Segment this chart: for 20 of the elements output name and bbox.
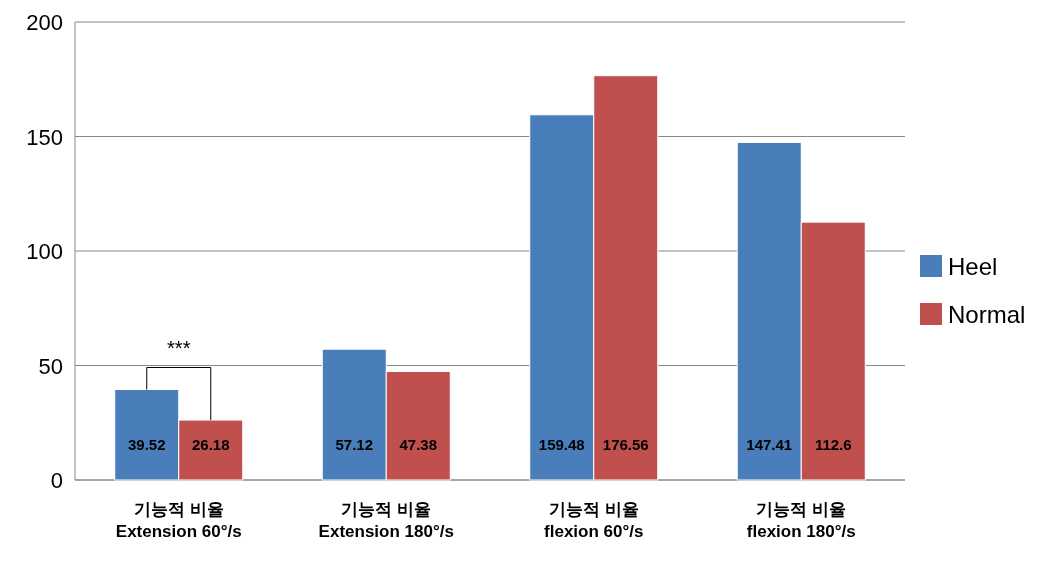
y-tick-label: 200 xyxy=(26,10,63,35)
x-tick-label: 기능적 비율 Extension 60°/s xyxy=(115,500,242,541)
y-tick-label: 0 xyxy=(50,468,63,493)
data-label: 147.41 xyxy=(746,436,793,453)
y-tick-label: 100 xyxy=(26,239,63,264)
x-tick-label: 기능적 비율 flexion 60°/s xyxy=(544,500,644,541)
legend-label: Heel xyxy=(948,253,998,280)
data-label: 47.38 xyxy=(399,436,438,453)
x-tick-label: 기능적 비율 flexion 180°/s xyxy=(746,500,856,541)
data-label: 39.52 xyxy=(127,436,166,453)
data-label: 159.48 xyxy=(538,436,585,453)
data-label: 57.12 xyxy=(335,436,374,453)
x-tick-label: 기능적 비율 Extension 180°/s xyxy=(318,500,454,541)
data-label: 176.56 xyxy=(602,436,649,453)
data-label: 26.18 xyxy=(191,436,230,453)
y-tick-label: 50 xyxy=(38,353,63,379)
legend-label: Normal xyxy=(948,301,1026,328)
y-tick-label: 150 xyxy=(26,124,63,150)
data-label: 112.6 xyxy=(814,436,852,453)
annotation: *** xyxy=(167,337,191,360)
